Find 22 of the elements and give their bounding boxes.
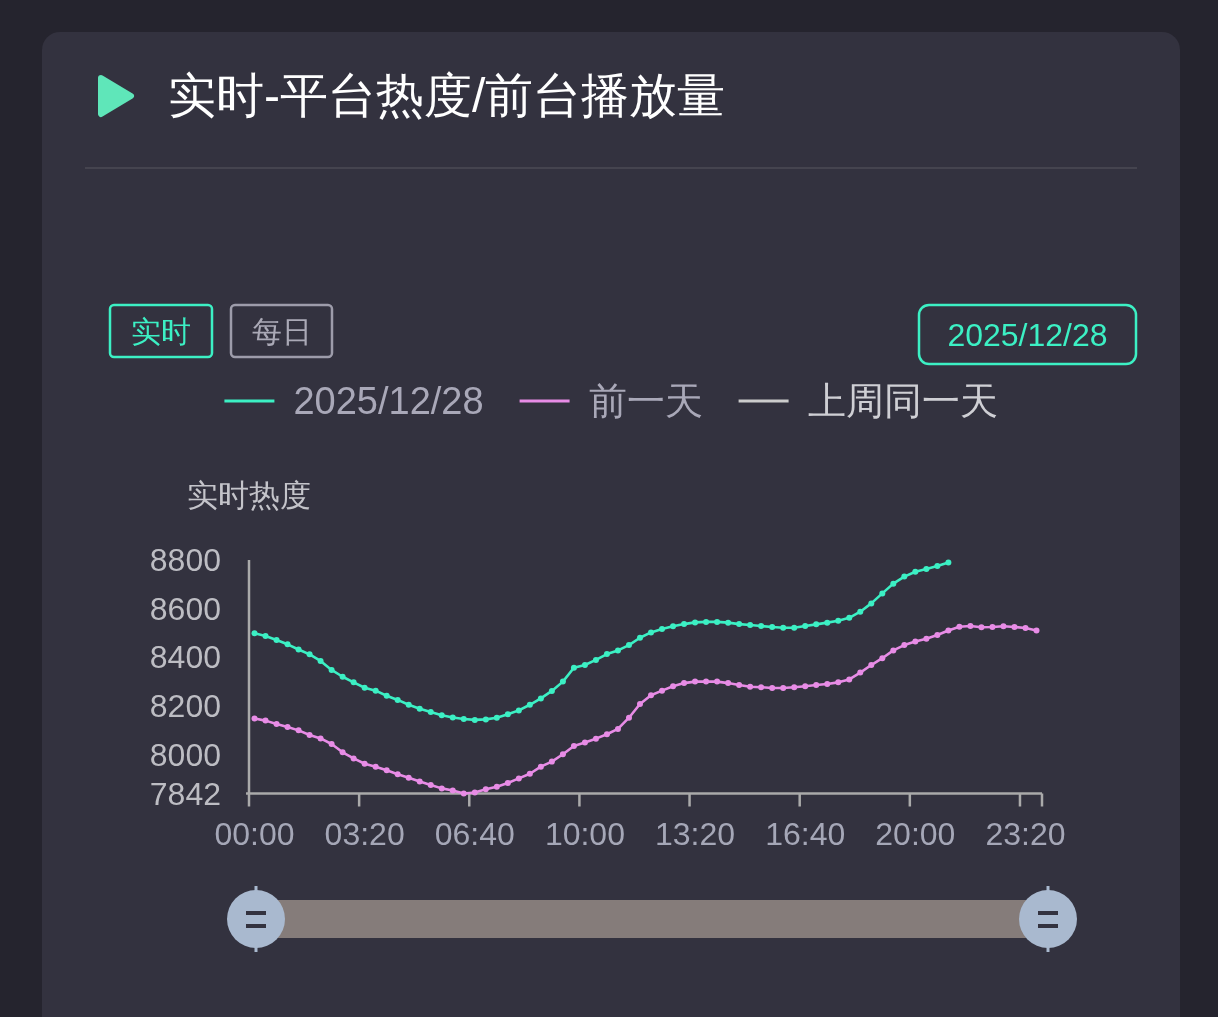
x-tick-label: 03:20 bbox=[324, 816, 405, 852]
y-tick-label: 7842 bbox=[149, 775, 221, 812]
x-tick-label: 16:40 bbox=[765, 816, 846, 852]
x-tick-label: 23:20 bbox=[985, 816, 1066, 852]
x-tick-label: 06:40 bbox=[434, 816, 515, 852]
x-tick-label: 20:00 bbox=[875, 816, 956, 852]
y-tick-label: 8800 bbox=[149, 542, 221, 578]
text: 2025/12/28 bbox=[947, 316, 1108, 353]
y-tick-label: 8200 bbox=[149, 688, 221, 725]
legend-label: 前一天 bbox=[588, 380, 703, 422]
chart-title: 实时-平台热度/前台播放量 bbox=[168, 69, 726, 122]
x-tick-label: 10:00 bbox=[544, 816, 625, 852]
text: 每日 bbox=[251, 314, 312, 348]
y-tick-label: 8000 bbox=[149, 736, 221, 773]
x-tick-label: 13:20 bbox=[655, 816, 736, 852]
legend-label: 2025/12/28 bbox=[293, 380, 484, 422]
text: 实时 bbox=[131, 314, 191, 348]
y-tick-label: 8400 bbox=[149, 639, 221, 676]
y-tick-label: 8600 bbox=[149, 590, 221, 627]
x-tick-label: 00:00 bbox=[214, 816, 295, 852]
y-axis-title: 实时热度 bbox=[187, 477, 311, 513]
legend-label: 上周同一天 bbox=[807, 380, 998, 422]
